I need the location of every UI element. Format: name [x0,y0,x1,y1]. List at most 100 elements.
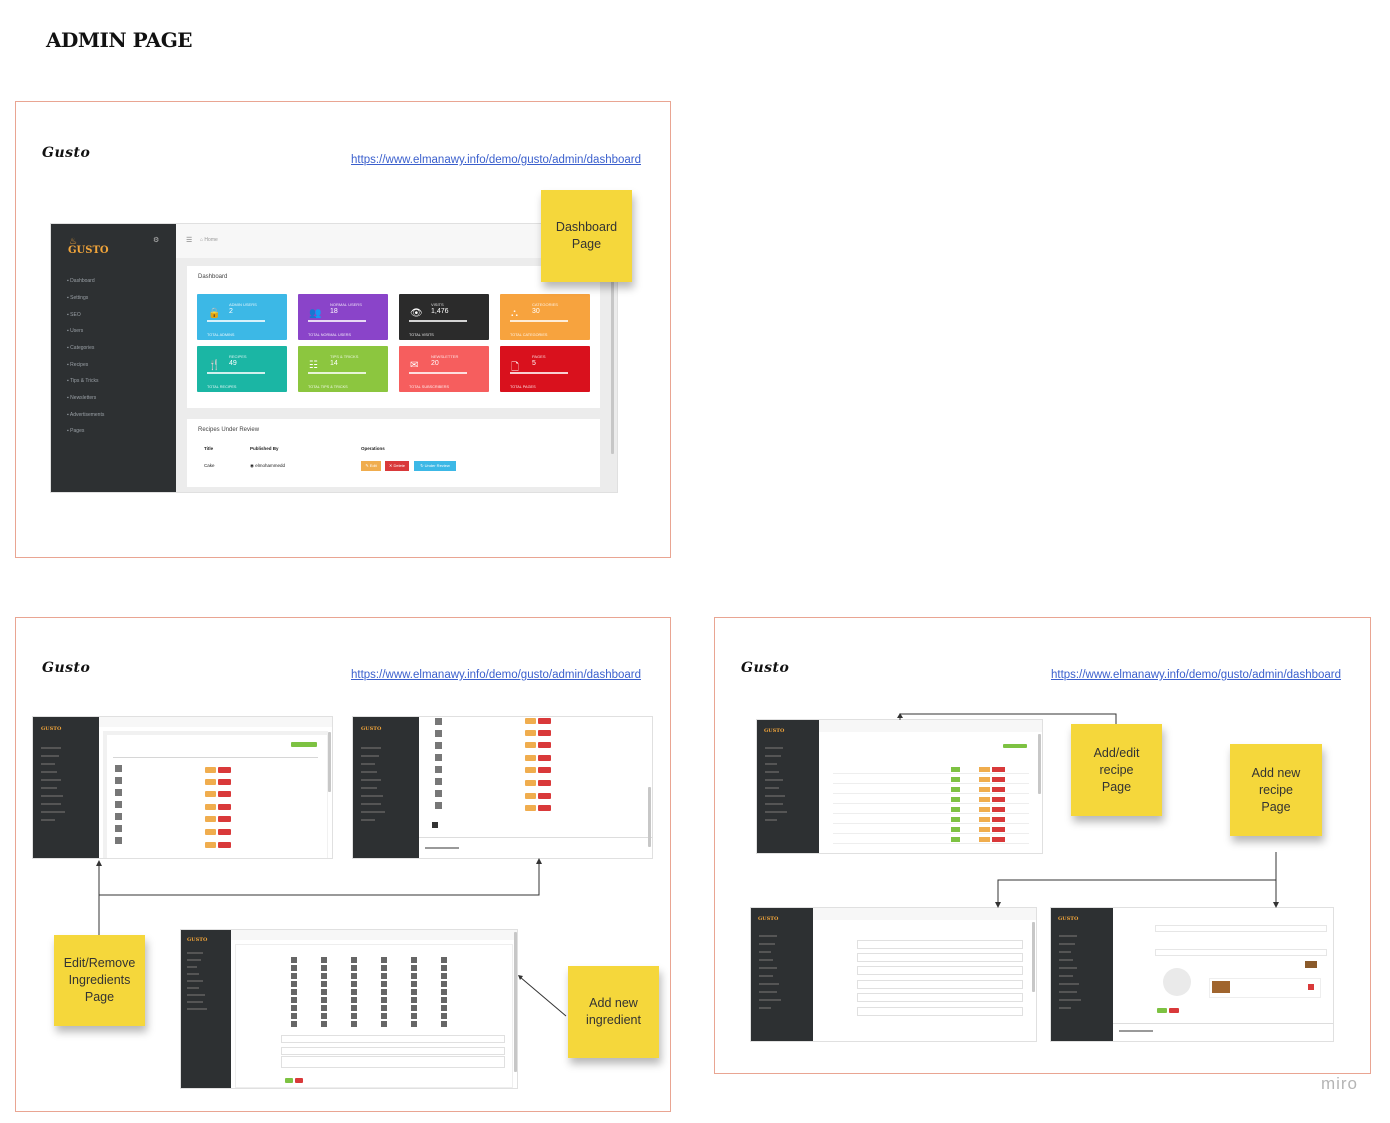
card-value: 20 [431,360,439,367]
breadcrumb-home[interactable]: Home [204,237,218,243]
sticky-add-new-recipe[interactable]: Add new recipe Page [1230,744,1322,836]
edit-button[interactable]: ✎ Edit [361,461,381,471]
sidebar: GUSTO [33,717,99,858]
progress-bar [409,372,467,374]
scrollbar[interactable] [611,264,614,454]
scrollbar[interactable] [514,932,517,1072]
delete-button[interactable]: ✕ Delete [385,461,409,471]
author-name: elmohammedd [255,463,285,468]
sidebar-logo: GUSTO [758,916,779,922]
recipes-list-screenshot: GUSTO [757,720,1042,853]
sidebar-item-settings[interactable]: ▪ Settings [67,295,89,301]
progress-bar [207,372,265,374]
card-value: 14 [330,360,338,367]
sidebar-item-label: Users [70,328,84,334]
file-icon: 🗋 [511,362,520,373]
sidebar-item-users[interactable]: ▪ Users [67,328,84,334]
scrollbar[interactable] [1032,922,1035,992]
card-value: 30 [532,308,540,315]
col-operations: Operations [361,446,385,451]
edit-recipe-screenshot: GUSTO [1051,908,1333,1041]
lock-icon: 🔒 [208,308,221,319]
progress-bar [510,372,568,374]
sidebar-item-ads[interactable]: ▪ Advertisements [67,412,105,418]
card-foot: TOTAL VISITS [409,333,434,337]
card-label: RECIPES [229,354,247,359]
sidebar-logo: GUSTO [41,726,62,732]
sidebar-item-label: Tips & Tricks [70,378,99,384]
sidebar-item-label: Dashboard [70,278,95,284]
card-value: 49 [229,360,237,367]
sidebar: GUSTO [181,930,231,1088]
card-newsletter[interactable]: ✉ NEWSLETTER 20 TOTAL SUBSCRIBERS [399,346,489,392]
ingredients-list-screenshot: GUSTO [33,717,332,858]
dashboard-url-link[interactable]: https://www.elmanawy.info/demo/gusto/adm… [351,154,641,166]
card-label: TIPS & TRICKS [330,354,359,359]
dashboard-panel: Dashboard 🔒 ADMIN USERS 2 TOTAL ADMINS 👥 NOR… [187,266,600,408]
progress-bar [308,320,366,322]
sidebar-item-dashboard[interactable]: ▪ Dashboard [67,278,95,284]
frame-brand: Gusto [42,660,91,676]
sticky-add-edit-recipe[interactable]: Add/edit recipe Page [1071,724,1162,816]
sidebar: GUSTO [1051,908,1113,1041]
sidebar-item-categories[interactable]: ▪ Categories [67,345,95,351]
row-author: ◉ elmohammedd [250,463,285,468]
card-foot: TOTAL SUBSCRIBERS [409,385,450,389]
card-normal-users[interactable]: 👥 NORMAL USERS 18 TOTAL NORMAL USERS [298,294,388,340]
card-recipes[interactable]: 🍴 RECIPES 49 TOTAL RECIPES [197,346,287,392]
panel-title: Dashboard [198,274,228,280]
card-admin-users[interactable]: 🔒 ADMIN USERS 2 TOTAL ADMINS [197,294,287,340]
menu-toggle-icon[interactable]: ☰ [186,237,193,244]
card-pages[interactable]: 🗋 PAGES 5 TOTAL PAGES [500,346,590,392]
col-title: Title [204,446,214,451]
sidebar-item-pages[interactable]: ▪ Pages [67,428,85,434]
progress-bar [510,320,568,322]
card-value: 2 [229,308,233,315]
sidebar-logo: GUSTO [187,937,208,943]
sidebar-item-newsletters[interactable]: ▪ Newsletters [67,395,97,401]
sticky-dashboard[interactable]: Dashboard Page [541,190,632,282]
add-ingredient-screenshot: GUSTO [181,930,517,1088]
card-categories[interactable]: ⛬ CATEGORIES 30 TOTAL CATEGORIES [500,294,590,340]
chef-hat-icon: ♨ [69,236,78,246]
card-foot: TOTAL TIPS & TRICKS [308,385,348,389]
ingredients-list-page2-screenshot: GUSTO [353,717,652,858]
card-value: 1,476 [431,308,449,315]
sidebar-item-label: Newsletters [70,395,97,401]
recipes-url-link[interactable]: https://www.elmanawy.info/demo/gusto/adm… [1051,669,1341,681]
frame-brand: Gusto [741,660,790,676]
card-foot: TOTAL NORMAL USERS [308,333,352,337]
card-foot: TOTAL PAGES [510,385,536,389]
users-icon: 👥 [309,308,322,319]
card-label: ADMIN USERS [229,302,257,307]
progress-bar [308,372,366,374]
sidebar-logo: GUSTO [764,728,785,734]
card-visits[interactable]: 👁 VISITS 1,476 TOTAL VISITS [399,294,489,340]
sticky-add-ingredient[interactable]: Add new ingredient [568,966,659,1058]
card-label: NORMAL USERS [330,302,362,307]
card-tips[interactable]: ☷ TIPS & TRICKS 14 TOTAL TIPS & TRICKS [298,346,388,392]
under-review-button[interactable]: ↻ Under Review [414,461,456,471]
sidebar-item-tips[interactable]: ▪ Tips & Tricks [67,378,99,384]
sidebar-item-label: Settings [70,295,89,301]
scrollbar[interactable] [648,787,651,847]
sidebar: GUSTO [757,720,819,853]
review-title: Recipes Under Review [198,427,260,433]
sidebar-item-label: SEO [70,312,81,318]
sticky-edit-ingredients[interactable]: Edit/Remove Ingredients Page [54,935,145,1026]
card-value: 5 [532,360,536,367]
dashboard-screenshot: ♨ GUSTO ⚙ ▪ Dashboard ▪ Settings ▪ SEO ▪… [51,224,617,492]
scrollbar[interactable] [328,732,331,792]
progress-bar [207,320,265,322]
sidebar-item-seo[interactable]: ▪ SEO [67,312,81,318]
sidebar-item-recipes[interactable]: ▪ Recipes [67,362,89,368]
scrollbar[interactable] [1038,734,1041,794]
settings-gear-icon[interactable]: ⚙ [153,237,160,244]
card-foot: TOTAL RECIPES [207,385,237,389]
edit-label: Edit [369,463,377,468]
list-icon: ☷ [309,360,318,371]
sidebar: GUSTO [751,908,813,1041]
ingredients-url-link[interactable]: https://www.elmanawy.info/demo/gusto/adm… [351,669,641,681]
sitemap-icon: ⛬ [511,308,518,319]
